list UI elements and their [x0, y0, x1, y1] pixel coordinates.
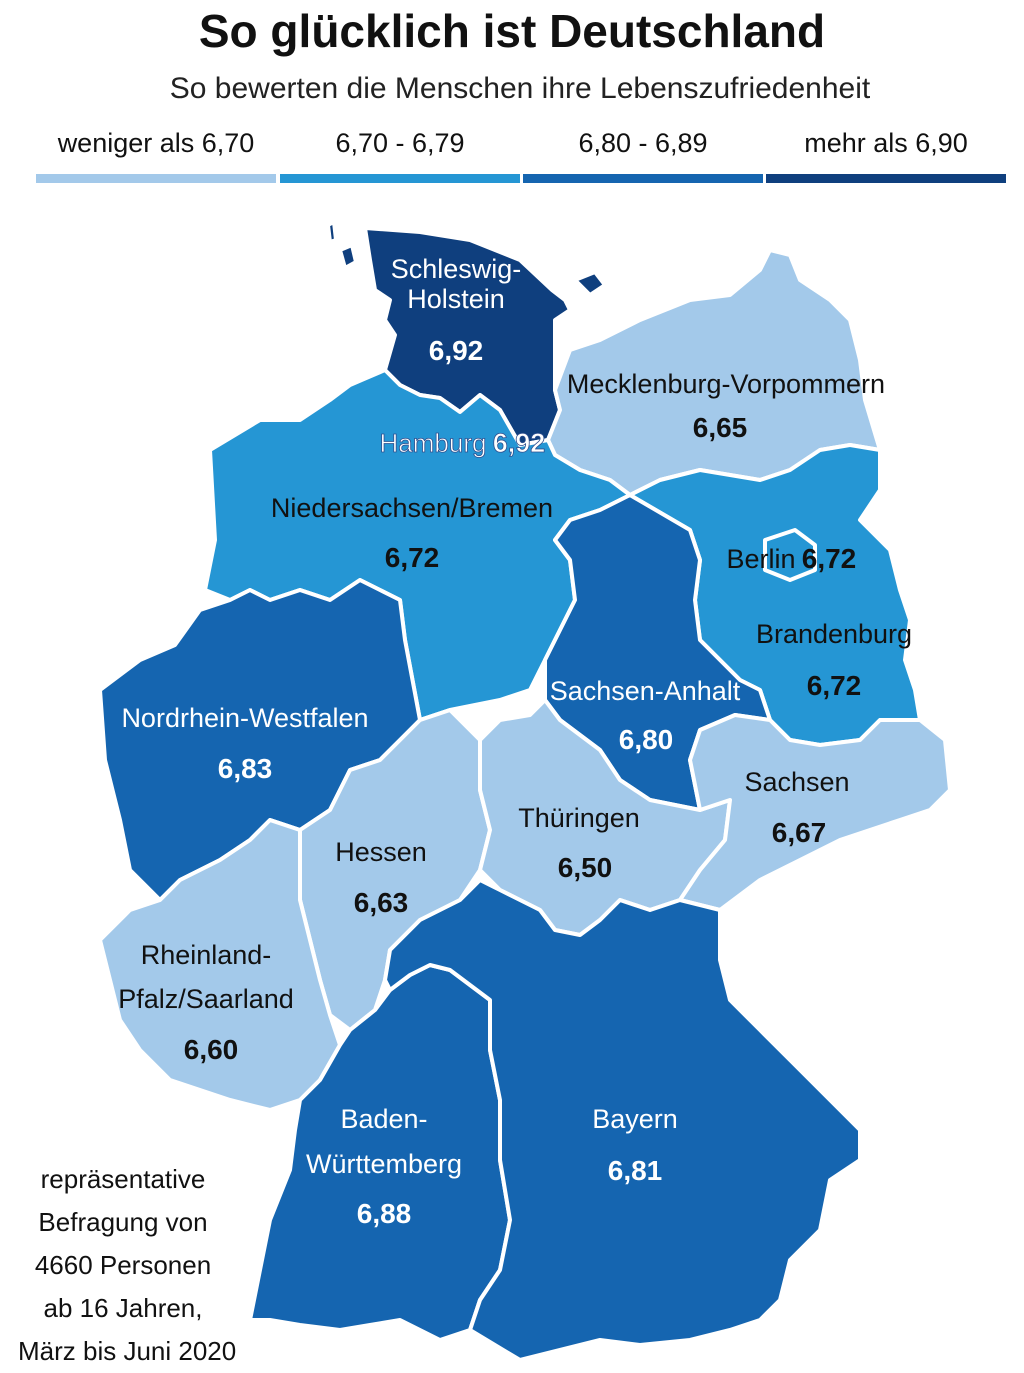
label-niedersachsen-bremen-value: 6,72 [385, 542, 440, 573]
germany-map: Schleswig- Holstein 6,92 Hamburg 6,92 Me… [98, 220, 952, 1362]
label-baden-wuerttemberg-name-1: Baden- [340, 1104, 427, 1134]
page-subtitle: So bewerten die Menschen ihre Lebenszufr… [169, 72, 871, 105]
label-sachsen-anhalt-value: 6,80 [619, 724, 674, 755]
legend-label: mehr als 6,90 [804, 128, 968, 158]
region-berlin [763, 528, 817, 582]
label-sachsen-name: Sachsen [744, 767, 849, 797]
island-shape [338, 243, 358, 270]
label-berlin-name: Berlin [726, 544, 795, 574]
label-rheinland-pfalz-saarland-value: 6,60 [184, 1034, 239, 1065]
page-title: So glücklich ist Deutschland [198, 5, 826, 57]
label-bayern-value: 6,81 [608, 1155, 663, 1186]
footnote-line: Befragung von [38, 1207, 208, 1237]
legend-item-high: mehr als 6,90 [766, 128, 1006, 183]
label-schleswig-holstein-name-1: Schleswig- [391, 254, 522, 284]
label-nordrhein-westfalen-name: Nordrhein-Westfalen [121, 703, 368, 733]
legend-label: 6,80 - 6,89 [578, 128, 708, 158]
legend-label: weniger als 6,70 [57, 128, 255, 158]
label-hamburg-value: 6,92 [493, 428, 546, 458]
island-shape [326, 220, 338, 244]
label-hessen-value: 6,63 [354, 887, 409, 918]
label-niedersachsen-bremen-name: Niedersachsen/Bremen [271, 493, 553, 523]
label-hessen-name: Hessen [335, 837, 427, 867]
legend-item-mid-high: 6,80 - 6,89 [523, 128, 763, 183]
label-bayern-name: Bayern [592, 1104, 678, 1134]
footnote-line: repräsentative [40, 1164, 206, 1194]
region-rheinland-pfalz-saarland [98, 818, 342, 1112]
legend-swatch [280, 174, 520, 183]
region-bayern [383, 878, 862, 1362]
label-rheinland-pfalz-saarland-name-1: Rheinland- [141, 940, 272, 970]
footnote-line: März bis Juni 2020 [18, 1336, 237, 1366]
label-mecklenburg-vorpommern-name: Mecklenburg-Vorpommern [567, 369, 885, 399]
label-sachsen-anhalt-name: Sachsen-Anhalt [550, 676, 741, 706]
label-thueringen-value: 6,50 [558, 852, 613, 883]
survey-footnote: repräsentative Befragung von 4660 Person… [18, 1158, 237, 1373]
legend-item-low: weniger als 6,70 [36, 128, 276, 183]
legend-swatch [36, 174, 276, 183]
legend-swatch [766, 174, 1006, 183]
label-baden-wuerttemberg-name-2: Württemberg [306, 1149, 462, 1179]
legend-item-mid-low: 6,70 - 6,79 [280, 128, 520, 183]
region-sachsen [678, 713, 952, 912]
label-hamburg-name: Hamburg [380, 428, 487, 458]
footnote-line: 4660 Personen [34, 1250, 212, 1280]
label-berlin-value: 6,72 [802, 543, 857, 574]
label-mecklenburg-vorpommern-value: 6,65 [693, 412, 748, 443]
footnote-line: ab 16 Jahren, [43, 1293, 203, 1323]
label-brandenburg-value: 6,72 [807, 670, 862, 701]
label-thueringen-name: Thüringen [518, 803, 640, 833]
legend-label: 6,70 - 6,79 [335, 128, 465, 158]
label-rheinland-pfalz-saarland-name-2: Pfalz/Saarland [118, 984, 294, 1014]
label-nordrhein-westfalen-value: 6,83 [218, 753, 273, 784]
label-sachsen-value: 6,67 [772, 817, 827, 848]
label-baden-wuerttemberg-value: 6,88 [357, 1198, 412, 1229]
label-brandenburg-name: Brandenburg [756, 619, 912, 649]
label-schleswig-holstein-value: 6,92 [429, 335, 484, 366]
legend-swatch [523, 174, 763, 183]
island-shape [573, 270, 607, 297]
label-schleswig-holstein-name-2: Holstein [407, 284, 505, 314]
